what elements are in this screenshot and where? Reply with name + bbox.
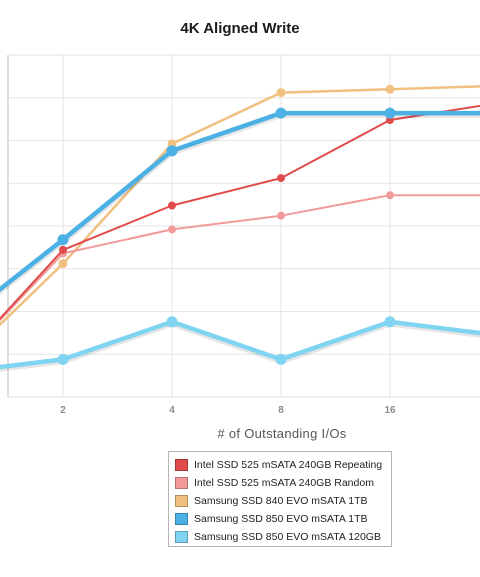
series-line: [0, 194, 480, 322]
data-point: [275, 107, 287, 119]
data-point: [276, 88, 286, 98]
legend-swatch: [175, 459, 188, 471]
legend-label: Intel SSD 525 mSATA 240GB Random: [194, 477, 374, 489]
legend-swatch: [175, 477, 188, 489]
legend: Intel SSD 525 mSATA 240GB Repeating Intel…: [168, 451, 392, 547]
legend-item: Samsung SSD 840 EVO mSATA 1TB: [175, 492, 391, 510]
legend-label: Samsung SSD 840 EVO mSATA 1TB: [194, 495, 368, 507]
x-tick-label: 16: [384, 405, 396, 416]
legend-swatch: [175, 495, 188, 507]
series-line-shadow: [0, 111, 480, 295]
series-3: [0, 84, 480, 327]
x-tick-label: 8: [278, 405, 284, 416]
series-4: [0, 107, 480, 295]
legend-item: Samsung SSD 850 EVO mSATA 1TB: [175, 510, 391, 528]
series-line: [0, 85, 480, 327]
data-point: [57, 234, 69, 246]
legend-label: Intel SSD 525 mSATA 240GB Repeating: [194, 459, 383, 471]
data-point: [384, 316, 396, 328]
data-point: [386, 191, 394, 200]
legend-swatch: [175, 513, 188, 525]
data-point: [166, 145, 178, 157]
data-point: [384, 107, 396, 119]
legend-item: Intel SSD 525 mSATA 240GB Repeating: [175, 456, 391, 474]
data-point: [168, 201, 176, 210]
legend-label: Samsung SSD 850 EVO mSATA 1TB: [194, 513, 368, 525]
series-line: [0, 319, 480, 370]
data-point: [385, 84, 395, 94]
legend-swatch: [175, 531, 188, 543]
legend-label: Samsung SSD 850 EVO mSATA 120GB: [194, 531, 381, 543]
x-axis-label: # of Outstanding I/Os: [217, 426, 346, 441]
chart-title: 4K Aligned Write: [180, 20, 300, 37]
data-point: [277, 211, 285, 220]
data-point: [277, 174, 285, 183]
data-point: [168, 225, 176, 234]
x-tick-label: 2: [60, 405, 66, 416]
series-line-shadow: [0, 320, 480, 372]
data-point: [58, 259, 68, 269]
data-point: [59, 245, 67, 254]
data-point: [166, 316, 178, 328]
legend-item: Samsung SSD 850 EVO mSATA 120GB: [175, 528, 391, 546]
x-tick-label: 4: [169, 405, 175, 416]
series-5: [0, 316, 480, 372]
data-point: [275, 353, 287, 365]
data-point: [57, 353, 69, 365]
series-line: [0, 110, 480, 293]
series-line: [0, 104, 480, 321]
legend-item: Intel SSD 525 mSATA 240GB Random: [175, 474, 391, 492]
